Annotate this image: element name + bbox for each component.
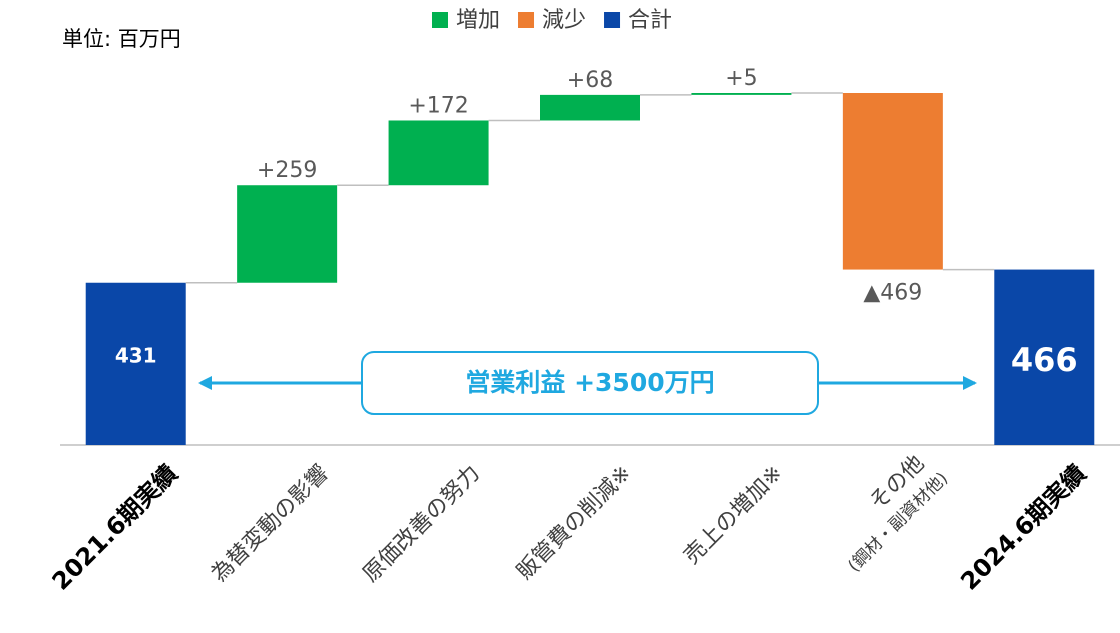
bar: [540, 94, 640, 121]
x-tick-group: 販管費の削減※: [512, 461, 636, 585]
x-tick-label: 原価改善の努力: [358, 461, 485, 588]
x-tick-group: その他(鋼材・副資材他): [844, 451, 952, 576]
x-tick-label: 為替変動の影響: [207, 461, 334, 588]
value-label: +68: [567, 68, 613, 93]
x-tick-group: 原価改善の努力: [358, 461, 485, 588]
x-tick-group: 為替変動の影響: [207, 461, 334, 588]
annotation-box: [361, 351, 819, 415]
legend-swatch: [518, 12, 535, 28]
x-tick-group: 2024.6期実績: [955, 459, 1091, 595]
arrow-head: [198, 376, 212, 390]
x-tick-label: 2021.6期実績: [47, 459, 183, 595]
arrow-head: [963, 376, 977, 390]
bar: [85, 282, 186, 445]
legend-swatch: [604, 12, 621, 28]
legend-label: 増加: [456, 8, 500, 33]
bar: [691, 93, 792, 95]
value-label: 466: [1011, 341, 1078, 379]
bar: [237, 185, 338, 283]
value-label: +259: [257, 158, 317, 183]
legend-swatch: [432, 12, 448, 28]
value-label: ▲469: [863, 281, 922, 306]
annotation: 営業利益 +3500万円: [465, 368, 714, 397]
x-tick-label: 販管費の削減※: [512, 461, 636, 585]
x-tick-label: 2024.6期実績: [955, 459, 1091, 595]
x-tick-group: 2021.6期実績: [47, 459, 183, 595]
value-label: 431: [115, 344, 157, 368]
x-tick-label: 売上の増加※: [679, 461, 787, 569]
value-label: +172: [408, 93, 468, 118]
bar: [842, 93, 943, 270]
bar: [388, 120, 489, 186]
legend-label: 合計: [628, 8, 672, 33]
bar: [994, 269, 1095, 445]
legend-label: 減少: [542, 8, 586, 33]
x-tick-group: 売上の増加※: [679, 461, 787, 569]
unit-label: 単位: 百万円: [62, 27, 181, 51]
value-label: +5: [725, 66, 757, 91]
